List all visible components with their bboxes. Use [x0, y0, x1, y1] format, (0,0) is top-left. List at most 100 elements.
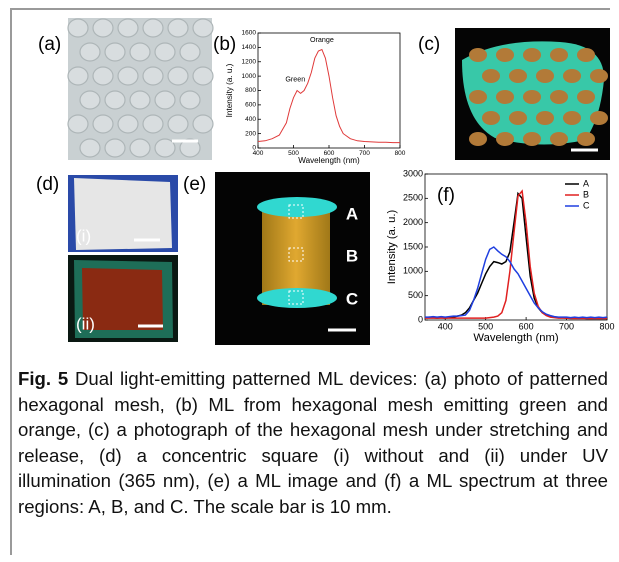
y-tick-label: 3000	[403, 168, 423, 178]
y-tick-label: 0	[418, 314, 423, 324]
mesh-cell	[130, 91, 150, 109]
mesh-cell	[523, 132, 541, 146]
y-tick-label: 800	[245, 87, 256, 94]
mesh-cell	[550, 48, 568, 62]
mesh-cell	[80, 91, 100, 109]
mesh-cell	[93, 67, 113, 85]
x-tick-label: 400	[253, 150, 264, 157]
mesh-cell	[168, 19, 188, 37]
page: A B C (a) (b) (c) (d) (e) (f) (i) (ii) 0…	[0, 0, 619, 562]
caption-label: Fig. 5	[18, 368, 68, 389]
mesh-cell	[93, 115, 113, 133]
x-tick-label: 500	[478, 322, 493, 332]
panel-label: (f)	[437, 185, 455, 206]
x-tick-label: 700	[359, 150, 370, 157]
x-tick-label: 800	[395, 150, 406, 157]
mesh-cell	[523, 90, 541, 104]
x-tick-label: 600	[519, 322, 534, 332]
mesh-cell	[469, 90, 487, 104]
mesh-cell	[143, 67, 163, 85]
y-tick-label: 1000	[403, 266, 423, 276]
x-axis-title: Wavelength (nm)	[298, 156, 360, 165]
mesh-cell	[68, 19, 88, 37]
y-axis-title: Intensity (a. u.)	[225, 63, 234, 117]
region-label: A	[346, 204, 358, 223]
x-tick-label: 700	[559, 322, 574, 332]
mesh-cell	[577, 48, 595, 62]
y-tick-label: 2500	[403, 193, 423, 203]
annotation: Green	[285, 76, 305, 84]
figure: A B C (a) (b) (c) (d) (e) (f) (i) (ii) 0…	[0, 0, 619, 362]
y-tick-label: 400	[245, 116, 256, 123]
mesh-cell	[577, 132, 595, 146]
mesh-cell	[118, 67, 138, 85]
mesh-cell	[118, 19, 138, 37]
y-tick-label: 1000	[242, 73, 257, 80]
mesh-cell	[550, 132, 568, 146]
legend-label: C	[583, 200, 590, 210]
mesh-cell	[168, 67, 188, 85]
mesh-cell	[590, 111, 608, 125]
mesh-cell	[143, 115, 163, 133]
mesh-cell	[143, 19, 163, 37]
caption: Fig. 5 Dual light-emitting patterned ML …	[18, 366, 608, 520]
mesh-cell	[482, 69, 500, 83]
panel-label: (d)	[36, 174, 59, 195]
mesh-cell	[469, 132, 487, 146]
y-tick-label: 500	[408, 290, 423, 300]
mesh-cell	[509, 69, 527, 83]
annotation: Orange	[310, 36, 334, 44]
y-tick-label: 600	[245, 102, 256, 109]
mesh-cell	[563, 111, 581, 125]
panel-label: (a)	[38, 34, 61, 55]
panel-label: (c)	[418, 34, 440, 55]
mesh-cell	[180, 43, 200, 61]
series-line	[425, 191, 607, 319]
mesh-cell	[80, 139, 100, 157]
sub-label: (i)	[76, 226, 91, 245]
cyan-band	[257, 197, 337, 217]
mesh-cell	[496, 132, 514, 146]
mesh-cell	[193, 67, 213, 85]
x-tick-label: 800	[599, 322, 614, 332]
mesh-cell	[509, 111, 527, 125]
mesh-cell	[118, 115, 138, 133]
y-tick-label: 2000	[403, 217, 423, 227]
mesh-cell	[93, 19, 113, 37]
mesh-cell	[536, 69, 554, 83]
mesh-cell	[130, 139, 150, 157]
mesh-cell	[193, 19, 213, 37]
mesh-cell	[482, 111, 500, 125]
series-line	[258, 50, 400, 143]
series-line	[425, 247, 607, 318]
mesh-cell	[523, 48, 541, 62]
mesh-cell	[577, 90, 595, 104]
mesh-cell	[155, 91, 175, 109]
y-tick-label: 1200	[242, 58, 257, 65]
mesh-cell	[590, 69, 608, 83]
mesh-cell	[105, 139, 125, 157]
mesh-cell	[469, 48, 487, 62]
mesh-cell	[68, 115, 88, 133]
sub-label: (ii)	[76, 314, 95, 333]
mesh-cell	[563, 69, 581, 83]
x-axis-title: Wavelength (nm)	[473, 332, 558, 344]
y-axis-title: Intensity (a. u.)	[386, 210, 398, 285]
region-label: B	[346, 246, 358, 265]
mesh-cell	[105, 91, 125, 109]
mesh-cell	[168, 115, 188, 133]
plot-frame	[258, 33, 400, 148]
y-tick-label: 200	[245, 130, 256, 137]
mesh-cell	[180, 91, 200, 109]
mesh-cell	[536, 111, 554, 125]
y-tick-label: 1600	[242, 30, 257, 37]
mesh-cell	[496, 48, 514, 62]
mesh-cell	[80, 43, 100, 61]
mesh-cell	[496, 90, 514, 104]
legend-label: B	[583, 189, 589, 199]
panel-label: (e)	[183, 174, 206, 195]
mesh-cell	[68, 67, 88, 85]
x-tick-label: 400	[438, 322, 453, 332]
mesh-cell	[550, 90, 568, 104]
mesh-cell	[193, 115, 213, 133]
